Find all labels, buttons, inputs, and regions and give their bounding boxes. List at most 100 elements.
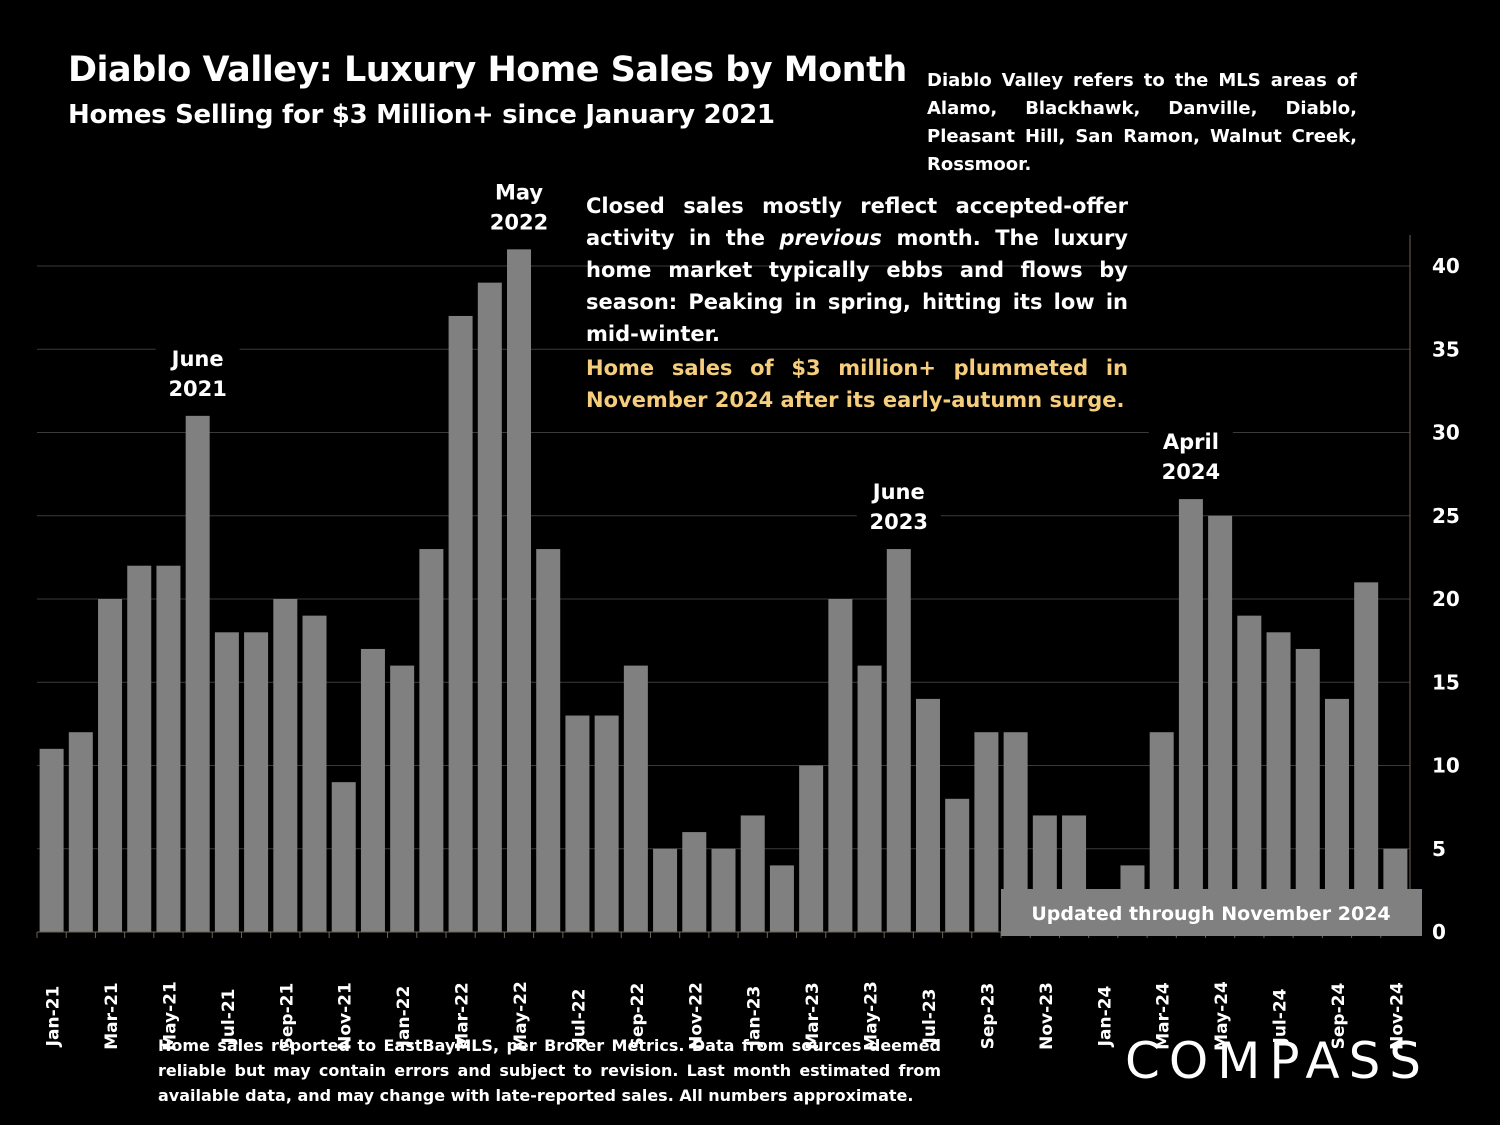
bar-Apr-23: [828, 599, 853, 932]
bar-Feb-21: [68, 732, 93, 932]
commentary-note: Closed sales mostly reflect accepted-off…: [586, 190, 1128, 350]
y-tick-label: 0: [1432, 920, 1446, 944]
areas-note: Diablo Valley refers to the MLS areas of…: [927, 70, 1357, 175]
annotation-label: June: [871, 480, 925, 504]
x-tick-label: Jul-24: [1271, 988, 1291, 1044]
y-tick-label: 20: [1432, 587, 1460, 611]
x-tick-label: Jan-24: [1095, 986, 1115, 1048]
bar-Jul-24: [1266, 632, 1291, 932]
annotation-label: 2022: [490, 210, 548, 234]
annotation-label: April: [1163, 430, 1219, 454]
annotation-bg: [155, 339, 240, 406]
bar-May-22: [507, 249, 532, 933]
x-tick-label: May-24: [1212, 981, 1232, 1051]
updated-badge-bg: [1001, 889, 1422, 936]
bar-Dec-22: [711, 848, 736, 932]
bar-Sep-22: [623, 665, 648, 932]
footer-note: Home sales reported to EastBayMLS, per B…: [158, 1036, 941, 1105]
updated-badge-label: Updated through November 2024: [1031, 903, 1390, 925]
annotation-label: 2024: [1162, 460, 1220, 484]
x-tick-label: Jan-22: [394, 986, 414, 1048]
bar-May-23: [857, 665, 882, 932]
bar-Jun-23: [886, 549, 911, 932]
peak-annotations: June 2021 May 2022 June 2023 April 2024: [155, 173, 1233, 540]
x-tick-label: Jan-23: [745, 986, 765, 1048]
bar-Jan-21: [39, 748, 64, 932]
x-tick-label: Mar-24: [1154, 982, 1174, 1050]
bar-Oct-22: [653, 848, 678, 932]
bar-Jul-21: [214, 632, 239, 932]
bar-Nov-21: [331, 782, 356, 932]
bar-Oct-24: [1354, 582, 1379, 932]
bar-Jul-23: [915, 698, 940, 932]
bar-Mar-22: [448, 315, 473, 932]
bar-Dec-21: [360, 648, 385, 932]
x-tick-label: May-22: [511, 981, 531, 1051]
annotation-bg: [1148, 423, 1233, 490]
y-tick-label: 35: [1432, 337, 1460, 361]
bar-Aug-21: [244, 632, 269, 932]
bar-May-24: [1208, 515, 1233, 932]
commentary-highlight: Home sales of $3 million+ plummeted in N…: [586, 352, 1128, 416]
axes: 0 5 10 15 20 25 30 35 40 Jan-21 Mar-21 May-21 Jul-21…: [36, 235, 1460, 1051]
bar-Sep-23: [974, 732, 999, 932]
bar-Jun-21: [185, 415, 210, 933]
bar-Feb-22: [419, 549, 444, 932]
x-tick-label: Nov-22: [686, 982, 706, 1050]
bar-Jan-22: [390, 665, 415, 932]
chart-title: Diablo Valley: Luxury Home Sales by Mont…: [68, 50, 907, 90]
y-tick-label: 10: [1432, 754, 1460, 778]
x-tick-label: Sep-21: [277, 983, 297, 1050]
commentary-italic-word: previous: [779, 226, 882, 250]
commentary-text-end: month. The luxury home market typically …: [586, 226, 1128, 346]
x-tick-label: Sep-23: [978, 983, 998, 1050]
bar-Jun-24: [1237, 615, 1262, 932]
x-tick-label: Nov-23: [1037, 982, 1057, 1050]
bar-Sep-21: [273, 599, 298, 932]
commentary-text-start: Closed sales mostly reflect accepted-off…: [586, 194, 1128, 250]
x-tick-label: Jul-23: [920, 989, 940, 1045]
updated-badge: Updated through November 2024: [1001, 889, 1422, 936]
x-tick-label: Mar-23: [803, 982, 823, 1050]
annotation-label: June: [170, 347, 224, 371]
x-tick-label: May-23: [862, 981, 882, 1051]
x-tick-label: Mar-22: [453, 982, 473, 1050]
annotation-bg: [477, 173, 562, 240]
y-tick-label: 30: [1432, 421, 1460, 445]
bar-Mar-21: [98, 599, 123, 932]
x-tick-label: Jan-21: [44, 986, 64, 1048]
chart-subtitle: Homes Selling for $3 Million+ since Janu…: [68, 100, 775, 130]
y-tick-label: 25: [1432, 504, 1460, 528]
compass-logo: COMPASS: [1125, 1032, 1431, 1090]
bar-May-21: [156, 565, 181, 932]
bar-Jun-22: [536, 549, 561, 932]
x-tick-label: May-21: [160, 981, 180, 1051]
bar-Apr-21: [127, 565, 152, 932]
y-tick-label: 40: [1432, 254, 1460, 278]
bar-Mar-23: [799, 765, 824, 932]
x-tick-label: Mar-21: [102, 982, 122, 1050]
annotation-bg: [856, 473, 941, 540]
bar-Jan-23: [740, 815, 765, 932]
y-tick-label: 5: [1432, 837, 1446, 861]
bar-Aug-22: [594, 715, 619, 932]
bar-Jul-22: [565, 715, 590, 932]
annotation-label: May: [495, 180, 543, 204]
x-tick-label: Nov-21: [336, 982, 356, 1050]
x-tick-label: Jul-22: [569, 989, 589, 1045]
bar-Aug-24: [1295, 648, 1320, 932]
y-tick-label: 15: [1432, 670, 1460, 694]
x-tick-label: Nov-24: [1387, 982, 1407, 1050]
bar-Feb-23: [769, 865, 794, 932]
bar-Oct-21: [302, 615, 327, 932]
annotation-label: 2021: [168, 377, 226, 401]
bar-Apr-22: [477, 282, 502, 932]
bar-Apr-24: [1178, 499, 1203, 932]
x-tick-label: Sep-22: [628, 983, 648, 1050]
x-tick-label: Jul-21: [219, 989, 239, 1045]
annotation-label: 2023: [870, 510, 928, 534]
bar-Nov-22: [682, 832, 707, 932]
commentary-highlight-text: Home sales of $3 million+ plummeted in N…: [586, 356, 1128, 412]
x-tick-label: Sep-24: [1329, 983, 1349, 1050]
bar-Aug-23: [945, 798, 970, 932]
